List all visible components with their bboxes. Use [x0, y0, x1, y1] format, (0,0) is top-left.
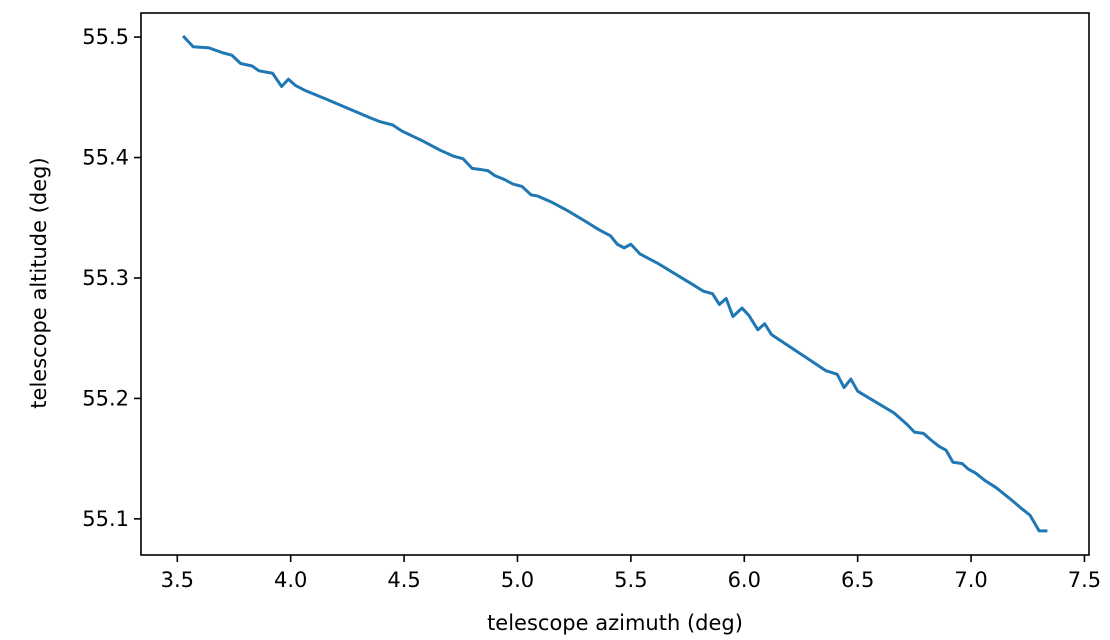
x-tick-label: 3.5 — [161, 568, 194, 592]
axes-frame — [140, 12, 1090, 556]
x-tick-label: 5.5 — [614, 568, 647, 592]
y-axis: 55.1 55.2 55.3 55.4 55.5 — [82, 25, 141, 531]
x-tick-label: 4.5 — [387, 568, 420, 592]
x-tick-label: 4.0 — [274, 568, 307, 592]
x-axis: 3.5 4.0 4.5 5.0 5.5 6.0 6.5 7.0 7.5 — [161, 555, 1101, 592]
y-tick-label: 55.3 — [82, 266, 129, 290]
x-tick-label: 6.0 — [728, 568, 761, 592]
x-tick-label: 5.0 — [501, 568, 534, 592]
y-tick-label: 55.1 — [82, 507, 129, 531]
y-axis-label: telescope altitude (deg) — [27, 157, 51, 408]
y-tick-label: 55.2 — [82, 386, 129, 410]
x-axis-label: telescope azimuth (deg) — [487, 611, 743, 635]
plot-area — [140, 12, 1090, 556]
x-tick-label: 6.5 — [841, 568, 874, 592]
y-tick-label: 55.5 — [82, 25, 129, 49]
x-tick-label: 7.0 — [954, 568, 987, 592]
y-tick-label: 55.4 — [82, 146, 129, 170]
x-tick-label: 7.5 — [1068, 568, 1101, 592]
series-line-0 — [181, 34, 1048, 533]
